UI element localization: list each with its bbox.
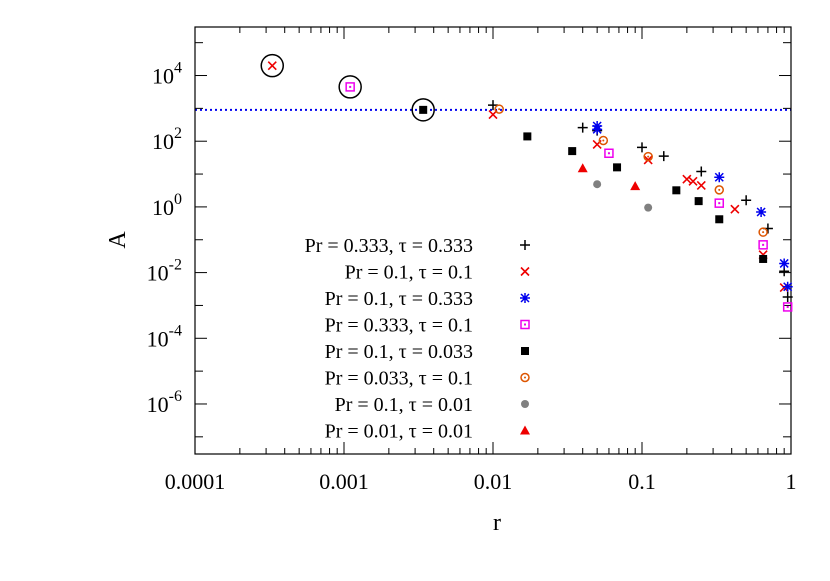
y-axis-label: A [105, 231, 131, 249]
data-point [682, 174, 692, 184]
x-tick-label: 0.001 [319, 469, 369, 494]
data-point [730, 204, 740, 214]
legend-marker [520, 372, 530, 383]
data-point [577, 163, 588, 173]
highlight-ring [338, 75, 362, 99]
data-point [593, 180, 602, 189]
y-tick-label: 10-4 [147, 322, 182, 351]
data-point [598, 135, 609, 146]
data-point [741, 195, 752, 206]
y-tick-label: 10-6 [147, 388, 182, 417]
data-point [759, 254, 768, 263]
data-point [714, 172, 725, 183]
data-point [604, 148, 614, 158]
data-point [782, 302, 793, 312]
legend-label: Pr = 0.1, τ = 0.033 [325, 341, 473, 363]
legend-marker [520, 319, 530, 330]
data-point [523, 132, 532, 141]
x-tick-label: 1 [786, 469, 797, 494]
y-tick-label: 104 [152, 60, 182, 89]
legend-label: Pr = 0.1, τ = 0.01 [335, 394, 473, 416]
data-point [782, 292, 793, 303]
data-point [696, 180, 706, 191]
data-point [494, 104, 504, 114]
x-tick-label: 0.0001 [165, 469, 226, 494]
legend-label: Pr = 0.333, τ = 0.333 [305, 235, 473, 257]
data-point [644, 203, 653, 212]
data-point [688, 176, 698, 186]
data-point [758, 227, 768, 237]
highlight-ring [411, 98, 435, 122]
y-tick-label: 10-2 [147, 257, 182, 286]
legend-label: Pr = 0.1, τ = 0.1 [345, 262, 473, 284]
data-point [715, 215, 724, 224]
data-point [637, 142, 647, 153]
data-point [782, 281, 793, 292]
x-tick-label: 0.1 [628, 469, 656, 494]
data-point [714, 185, 725, 195]
data-point [577, 122, 588, 133]
legend-label: Pr = 0.033, τ = 0.1 [325, 368, 473, 390]
legend: Pr = 0.333, τ = 0.333 Pr = 0.1, τ = 0.1 Pr… [305, 235, 530, 443]
y-tick-label: 100 [152, 191, 182, 220]
plot-frame [194, 26, 792, 455]
x-tick-label: 0.01 [474, 469, 513, 494]
data-point [672, 186, 681, 195]
data-point [630, 181, 641, 191]
legend-label: Pr = 0.01, τ = 0.01 [325, 421, 473, 443]
data-point [267, 61, 277, 71]
legend-marker [520, 266, 530, 277]
data-point [568, 147, 577, 156]
data-point [758, 240, 768, 250]
data-point [613, 163, 622, 172]
data-point [694, 197, 703, 206]
data-point [345, 82, 355, 92]
data-point [779, 258, 790, 269]
legend-label: Pr = 0.1, τ = 0.333 [325, 288, 473, 310]
data-point [696, 166, 707, 177]
x-axis-label: r [493, 510, 501, 536]
data-point [714, 198, 725, 208]
legend-label: Pr = 0.333, τ = 0.1 [325, 315, 473, 337]
data-point [756, 206, 767, 217]
data-point [643, 151, 653, 162]
highlight-ring [260, 53, 285, 78]
y-tick-label: 102 [152, 125, 182, 154]
data-point [592, 124, 603, 135]
ticks-layer: 0.0001 0.001 0.01 0.1 1 104 102 100 10-2 10-4 10-6 [147, 27, 797, 494]
legend-marker [521, 400, 529, 408]
legend-marker [521, 347, 529, 355]
data-point [658, 151, 669, 162]
data-point [488, 100, 498, 111]
data-point [419, 105, 428, 114]
points-layer [260, 53, 793, 312]
legend-marker [520, 425, 530, 435]
legend-marker [520, 240, 530, 250]
legend-marker [520, 293, 530, 303]
